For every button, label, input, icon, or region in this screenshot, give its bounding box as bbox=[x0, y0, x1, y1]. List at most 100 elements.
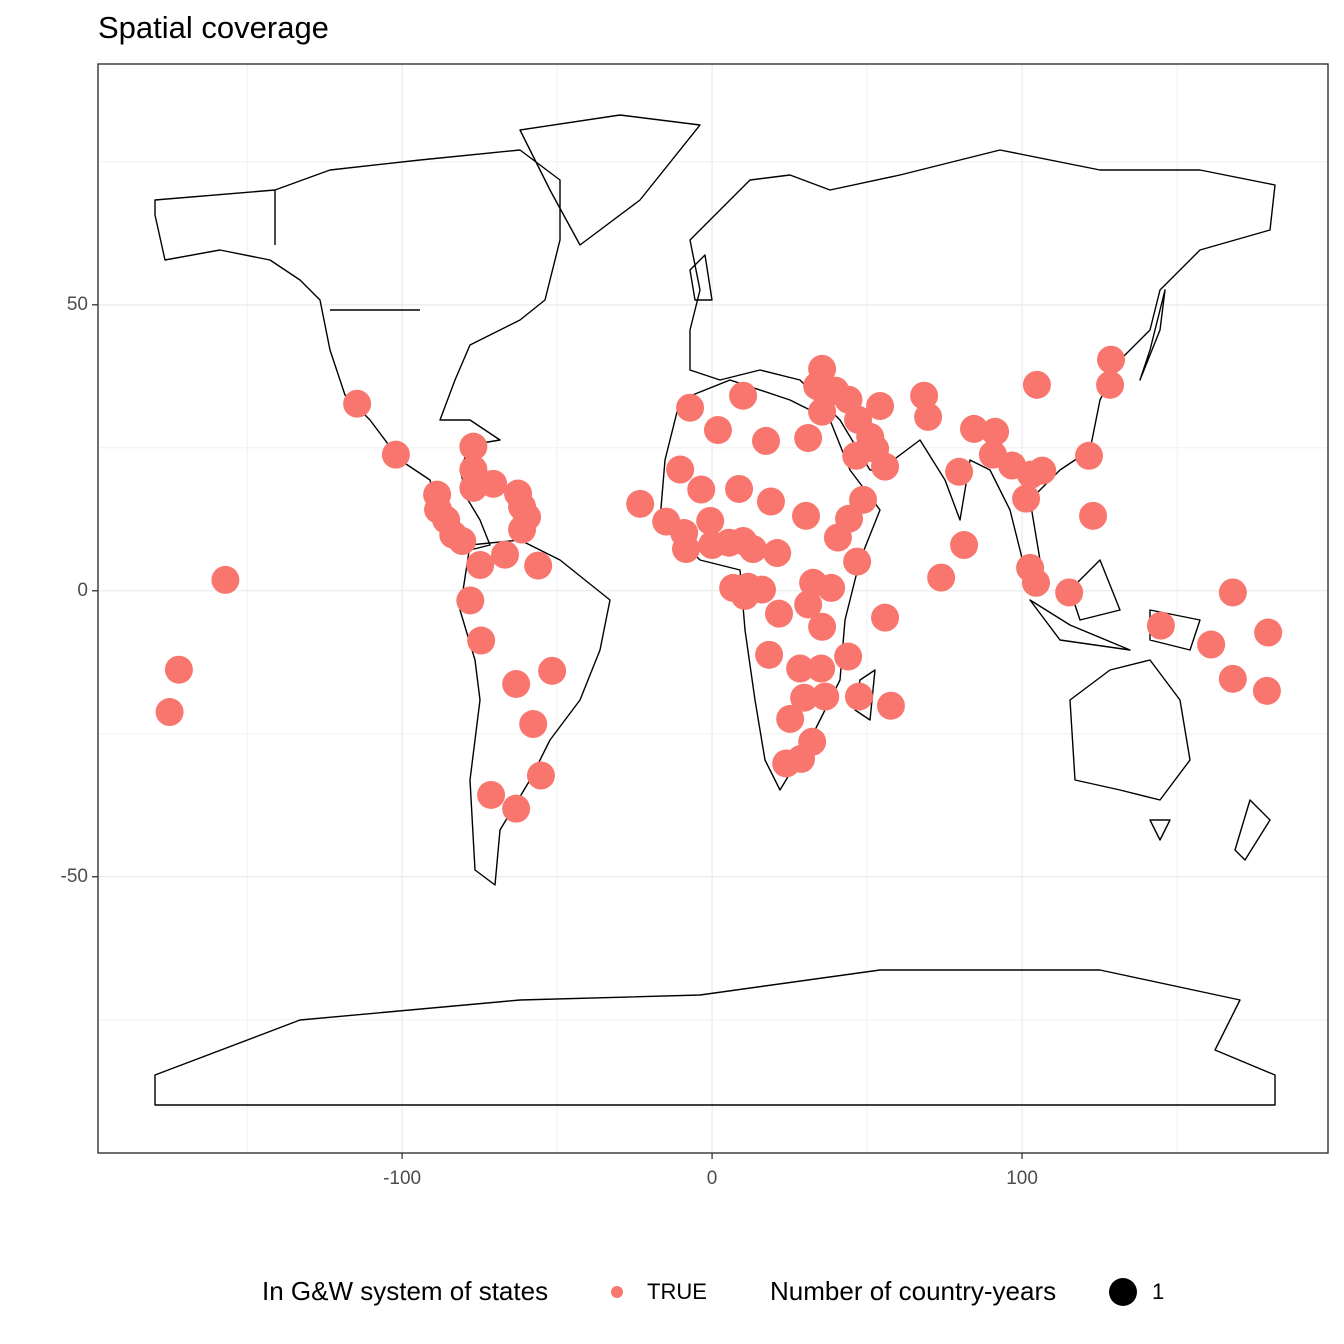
eurasia bbox=[689, 149, 1276, 591]
size-legend-title: Number of country-years bbox=[770, 1276, 1056, 1306]
point bbox=[808, 612, 837, 641]
point bbox=[866, 392, 895, 421]
point bbox=[703, 416, 732, 445]
point bbox=[755, 640, 784, 669]
point bbox=[1055, 578, 1084, 607]
point bbox=[772, 749, 801, 778]
point bbox=[786, 654, 815, 683]
point bbox=[776, 704, 805, 733]
point bbox=[526, 761, 555, 790]
size-legend-label: 1 bbox=[1152, 1279, 1164, 1304]
point bbox=[448, 527, 477, 556]
point bbox=[871, 452, 900, 481]
point bbox=[1079, 501, 1108, 530]
point bbox=[1012, 484, 1041, 513]
greenland bbox=[519, 114, 701, 246]
point bbox=[729, 381, 758, 410]
point bbox=[672, 535, 701, 564]
grid bbox=[98, 64, 1328, 1153]
point bbox=[479, 469, 508, 498]
point bbox=[491, 540, 520, 569]
point bbox=[508, 515, 537, 544]
point bbox=[381, 440, 410, 469]
point bbox=[914, 402, 943, 431]
y-tick-label: 50 bbox=[67, 294, 88, 315]
point bbox=[752, 426, 781, 455]
point bbox=[843, 547, 872, 576]
point bbox=[834, 642, 863, 671]
x-tick-label: -100 bbox=[383, 1168, 421, 1189]
point bbox=[343, 389, 372, 418]
antarctica bbox=[154, 969, 1276, 1106]
point bbox=[456, 586, 485, 615]
panel-border bbox=[97, 63, 1329, 1154]
legend-label: TRUE bbox=[647, 1279, 707, 1304]
point bbox=[687, 475, 716, 504]
point bbox=[502, 669, 531, 698]
point bbox=[1022, 370, 1051, 399]
australia bbox=[1069, 659, 1191, 841]
point bbox=[763, 539, 792, 568]
point bbox=[666, 455, 695, 484]
point bbox=[817, 573, 846, 602]
point bbox=[823, 523, 852, 552]
point bbox=[1097, 345, 1126, 374]
size-legend-key bbox=[1109, 1278, 1137, 1306]
point bbox=[164, 655, 193, 684]
point bbox=[519, 710, 548, 739]
point bbox=[811, 682, 840, 711]
point bbox=[467, 626, 496, 655]
point bbox=[1254, 618, 1283, 647]
point bbox=[790, 683, 819, 712]
point bbox=[1218, 578, 1247, 607]
point bbox=[871, 603, 900, 632]
point bbox=[738, 535, 767, 564]
world-map bbox=[154, 114, 1276, 1106]
point bbox=[502, 794, 531, 823]
point bbox=[730, 581, 759, 610]
point bbox=[960, 414, 989, 443]
point bbox=[626, 489, 655, 518]
point bbox=[466, 551, 495, 580]
point bbox=[459, 432, 488, 461]
point bbox=[211, 565, 240, 594]
point bbox=[765, 599, 794, 628]
point bbox=[910, 381, 939, 410]
x-tick-label: 100 bbox=[1006, 1168, 1038, 1189]
point bbox=[845, 682, 874, 711]
point bbox=[756, 487, 785, 516]
point bbox=[807, 654, 836, 683]
x-tick-label: 0 bbox=[707, 1168, 718, 1189]
point bbox=[524, 551, 553, 580]
point bbox=[927, 563, 956, 592]
point bbox=[794, 424, 823, 453]
point bbox=[794, 590, 823, 619]
point bbox=[1028, 456, 1057, 485]
point bbox=[981, 417, 1010, 446]
point bbox=[538, 656, 567, 685]
point bbox=[945, 457, 974, 486]
y-tick-label: 0 bbox=[77, 580, 88, 601]
legend-key bbox=[611, 1286, 623, 1298]
japan bbox=[1139, 289, 1166, 381]
point bbox=[791, 501, 820, 530]
y-tick-label: -50 bbox=[61, 866, 88, 887]
point bbox=[676, 393, 705, 422]
point bbox=[1075, 441, 1104, 470]
uk bbox=[689, 254, 713, 301]
point bbox=[155, 698, 184, 727]
chart-title: Spatial coverage bbox=[98, 10, 329, 45]
point bbox=[725, 474, 754, 503]
point bbox=[950, 531, 979, 560]
point bbox=[696, 506, 725, 535]
points bbox=[155, 345, 1283, 823]
legend-title: In G&W system of states bbox=[262, 1276, 548, 1306]
new-zealand bbox=[1234, 799, 1271, 861]
point bbox=[1146, 611, 1175, 640]
point bbox=[1197, 630, 1226, 659]
point bbox=[808, 397, 837, 426]
point bbox=[876, 691, 905, 720]
axes: -100 0 100 -50 0 50 bbox=[61, 294, 1038, 1189]
